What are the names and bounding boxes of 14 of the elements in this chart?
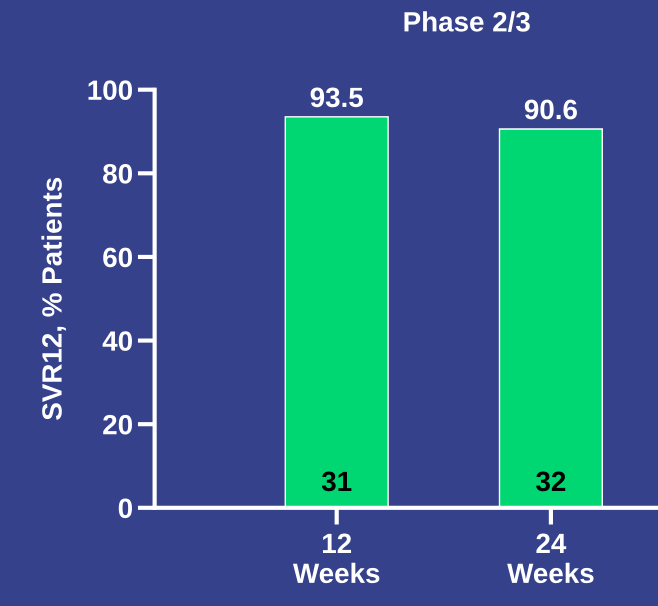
data-label: 90.6	[524, 100, 577, 120]
chart-title: Phase 2/3	[404, 11, 530, 32]
y-tick-label: 0	[118, 498, 132, 518]
data-label: 93.5	[310, 88, 363, 108]
x-tick-label: 24 Weeks	[507, 534, 594, 584]
y-tick-label: 40	[102, 331, 132, 351]
annotation: 32	[536, 472, 566, 492]
annotation: 31	[322, 472, 352, 492]
y-tick-label: 20	[103, 414, 132, 435]
y-tick-label: 80	[103, 164, 132, 184]
y-tick-label: 100	[88, 80, 132, 100]
y-axis-title: SVR12, % Patients	[41, 178, 66, 420]
y-tick-label: 60	[103, 248, 132, 268]
x-tick-label: 12 Weeks	[292, 534, 380, 584]
